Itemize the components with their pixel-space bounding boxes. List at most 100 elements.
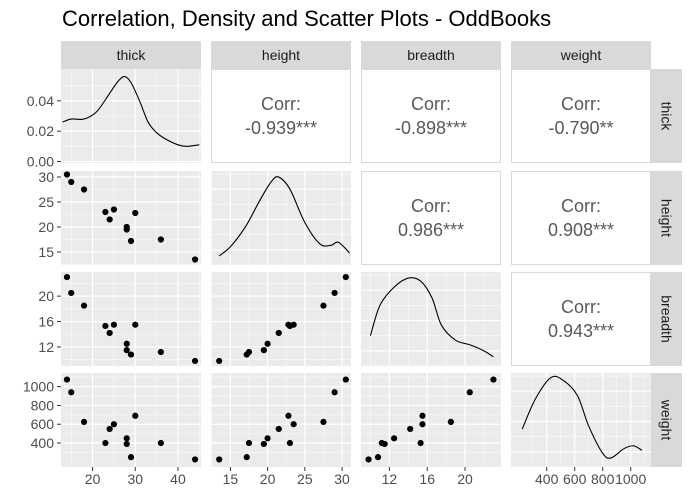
panel-grid: Corr: -0.939*** Corr: -0.898*** Corr: -0.790*… [61,69,651,468]
panel-weight-breadth [361,373,501,467]
x-tick-label-thick: 20 [85,471,101,487]
corr-label: Corr: [561,297,601,317]
panel-background [211,272,351,366]
scatter-point [80,186,88,193]
x-tick-label-breadth: 20 [457,471,473,487]
corr-label: Corr: [261,94,301,114]
row-strip-height [651,171,682,265]
panel-thick-thick [61,69,201,163]
corr-value: -0.790** [548,118,613,138]
scatter-point [245,348,253,356]
corr-label: Corr: [411,196,451,216]
scatter-point [243,454,250,461]
corr-value: 0.986*** [398,220,464,240]
y-tick-label-weight: 600 [31,416,55,432]
scatter-point [106,425,113,433]
scatter-point [391,435,398,442]
scatter-point [216,456,223,463]
panel-height-weight: Corr: 0.908*** [511,171,651,265]
corr-label: Corr: [561,196,601,216]
strip-label-breadth: breadth [407,47,454,63]
y-tick-label-height: 25 [38,194,54,210]
scatter-point [123,347,130,354]
scatter-point [331,389,338,396]
corr-value: 0.908*** [548,220,614,240]
row-strip-label-breadth: breadth [659,295,675,342]
panel-breadth-breadth [361,272,501,367]
scatter-point [132,412,139,419]
x-tick-label-breadth: 12 [382,471,398,487]
scatter-point [191,357,199,365]
row-strip-breadth [651,272,682,366]
scatter-point [106,329,113,337]
corr-panel-box [211,69,351,163]
scatter-point [127,454,135,461]
scatter-point [127,237,135,245]
scatter-point [286,439,294,447]
y-tick-label-breadth: 20 [38,288,54,304]
y-tick-label-weight: 800 [31,397,55,413]
panel-breadth-height [211,272,351,366]
scatter-point [110,321,118,328]
row-strips: thick height breadth weight [651,69,682,467]
scatter-point [245,439,253,447]
scatter-point [365,456,372,463]
scatter-point [68,178,75,186]
panel-background [61,171,201,265]
y-tick-label-thick: 0.00 [27,153,54,169]
row-strip-thick [651,69,682,163]
y-tick-label-weight: 1000 [23,379,54,395]
strip-thick [61,41,201,69]
scatter-point [290,421,297,428]
scatter-point [264,340,271,347]
scatter-point [260,440,267,448]
scatter-point [447,418,454,425]
corr-panel-box [511,69,651,163]
panel-background [211,171,351,265]
scatter-point [63,171,71,178]
scatter-point [285,412,292,419]
scatter-point [157,439,164,447]
scatter-point [320,302,327,309]
x-tick-label-breadth: 16 [419,471,435,487]
scatter-point [80,418,88,425]
row-strip-label-weight: weight [659,399,675,441]
panel-weight-height [211,373,351,467]
scatter-point [102,322,109,330]
scatter-point [419,421,426,428]
column-strips: thick height breadth weight [61,41,651,69]
scatter-point [63,376,71,383]
scatter-point [132,209,139,217]
scatter-point [290,321,297,328]
x-tick-label-height: 25 [297,471,313,487]
x-tick-label-thick: 40 [170,471,186,487]
scatter-point [127,351,135,358]
density-line-weight [521,375,643,459]
corr-panel-box [511,272,651,366]
x-tick-label-height: 20 [260,471,276,487]
density-line-thick [62,76,200,147]
scatter-point [342,273,349,281]
row-strip-weight [651,373,682,467]
corr-label: Corr: [561,94,601,114]
panel-height-thick [61,171,201,265]
x-tick-label-weight: 400 [535,471,559,487]
scatter-point [374,454,382,461]
x-axis-ticks: 20 30 40 15 20 25 30 12 16 20 400 600 800 1000 [85,467,646,487]
panel-background [361,272,501,366]
panel-breadth-thick [61,272,201,366]
scatter-point [191,456,199,463]
x-tick-label-height: 30 [334,471,350,487]
scatter-point [320,418,327,425]
scatter-point [102,439,109,447]
scatter-point [490,376,497,383]
x-tick-label-thick: 30 [127,471,143,487]
scatter-point [378,439,385,447]
scatter-point [342,376,349,383]
scatter-point [419,412,426,419]
x-tick-label-weight: 1000 [615,471,646,487]
strip-weight [511,41,651,69]
scatter-point [331,289,338,297]
scatter-point [123,435,130,442]
